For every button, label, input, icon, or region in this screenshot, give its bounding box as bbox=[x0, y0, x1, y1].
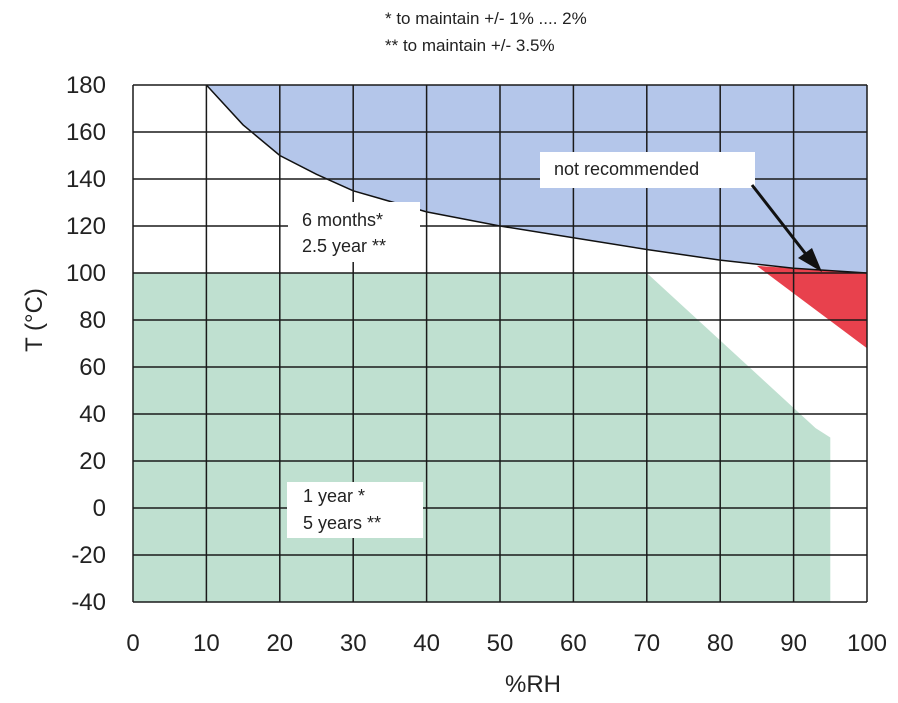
annotation-one-year-line1: 1 year * bbox=[303, 486, 365, 506]
annotation-arrow-head bbox=[798, 248, 822, 272]
annotation-six-months-line1: 6 months* bbox=[302, 210, 383, 230]
annotation-arrow-shaft bbox=[750, 184, 814, 263]
x-tick-label: 90 bbox=[780, 630, 807, 657]
note-one-star: * to maintain +/- 1% .... 2% bbox=[385, 9, 587, 28]
y-tick-label: 80 bbox=[79, 307, 106, 334]
note-two-star: ** to maintain +/- 3.5% bbox=[385, 36, 555, 55]
annotation-one-year: 1 year * 5 years ** bbox=[287, 482, 423, 538]
boundary-curve bbox=[205, 84, 868, 274]
x-tick-label: 20 bbox=[266, 630, 293, 657]
x-tick-label: 80 bbox=[707, 630, 734, 657]
region-not-recommended bbox=[756, 265, 867, 349]
annotation-six-months-line2: 2.5 year ** bbox=[302, 236, 386, 256]
x-tick-label: 0 bbox=[126, 630, 139, 657]
y-tick-label: 0 bbox=[93, 495, 106, 522]
annotation-six-months: 6 months* 2.5 year ** bbox=[288, 202, 420, 262]
x-tick-label: 60 bbox=[560, 630, 587, 657]
x-tick-label: 40 bbox=[413, 630, 440, 657]
x-tick-label: 100 bbox=[847, 630, 887, 657]
y-tick-label: -40 bbox=[71, 589, 106, 616]
y-tick-label: -20 bbox=[71, 542, 106, 569]
y-tick-label: 100 bbox=[66, 260, 106, 287]
x-tick-layer: 0 10 20 30 40 50 60 70 80 90 100 bbox=[126, 630, 887, 657]
y-tick-label: 40 bbox=[79, 401, 106, 428]
x-axis-title: %RH bbox=[505, 671, 561, 698]
y-tick-layer: -40 -20 0 20 40 60 80 100 120 140 160 180 bbox=[66, 72, 106, 616]
annotation-one-year-line2: 5 years ** bbox=[303, 513, 381, 533]
annotation-not-recommended: not recommended bbox=[540, 152, 822, 272]
x-tick-label: 10 bbox=[193, 630, 220, 657]
annotation-not-recommended-text: not recommended bbox=[554, 159, 699, 179]
y-tick-label: 120 bbox=[66, 213, 106, 240]
x-tick-label: 50 bbox=[487, 630, 514, 657]
y-tick-label: 20 bbox=[79, 448, 106, 475]
x-tick-label: 70 bbox=[633, 630, 660, 657]
y-tick-label: 60 bbox=[79, 354, 106, 381]
y-tick-label: 140 bbox=[66, 166, 106, 193]
y-tick-label: 180 bbox=[66, 72, 106, 99]
x-tick-label: 30 bbox=[340, 630, 367, 657]
y-tick-label: 160 bbox=[66, 119, 106, 146]
region-one-year bbox=[133, 273, 831, 602]
y-axis-title: T (°C) bbox=[21, 288, 48, 352]
